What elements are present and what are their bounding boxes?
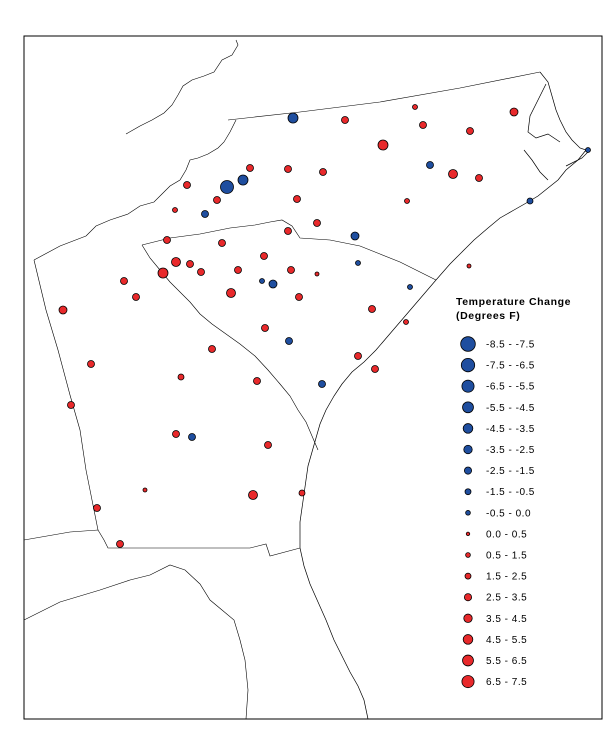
legend-item: 0.5 - 1.5 — [465, 551, 527, 562]
legend-item: -4.5 - -3.5 — [462, 423, 535, 435]
legend-symbol — [460, 336, 476, 352]
legend-item: 6.5 - 7.5 — [461, 675, 527, 689]
legend-label: 0.0 - 0.5 — [486, 529, 527, 540]
legend-label: -8.5 - -7.5 — [486, 340, 535, 351]
legend-symbol — [461, 379, 475, 393]
legend-symbol — [464, 488, 472, 496]
legend-label: 2.5 - 3.5 — [486, 593, 527, 604]
state-boundaries — [23, 39, 541, 720]
legend-subtitle: (Degrees F) — [456, 310, 520, 322]
legend-item: -2.5 - -1.5 — [463, 466, 535, 477]
legend-label: -5.5 - -4.5 — [486, 403, 535, 414]
legend-item: -0.5 - 0.0 — [465, 508, 531, 519]
legend-symbol — [462, 634, 474, 645]
legend-item: 0.0 - 0.5 — [465, 529, 527, 540]
legend-label: -2.5 - -1.5 — [486, 466, 535, 477]
legend-title: Temperature Change — [456, 296, 571, 308]
legend-item: 1.5 - 2.5 — [464, 572, 527, 583]
legend-item: -8.5 - -7.5 — [460, 336, 535, 352]
legend-label: -1.5 - -0.5 — [486, 487, 535, 498]
legend-symbol — [465, 552, 471, 558]
legend-label: 3.5 - 4.5 — [486, 614, 527, 625]
legend-label: -0.5 - 0.0 — [486, 508, 531, 519]
legend-symbol — [461, 675, 475, 689]
stations — [58, 104, 591, 548]
legend-item: -3.5 - -2.5 — [463, 444, 535, 456]
legend-symbol — [462, 654, 474, 667]
legend-label: -7.5 - -6.5 — [486, 361, 535, 372]
legend-item: 5.5 - 6.5 — [462, 654, 527, 667]
legend-symbol — [463, 444, 473, 455]
legend-label: 0.5 - 1.5 — [486, 551, 527, 562]
legend-item: 4.5 - 5.5 — [462, 634, 527, 646]
legend-symbol — [465, 531, 471, 537]
coastline — [299, 71, 591, 720]
legend-label: -6.5 - -5.5 — [486, 382, 535, 393]
legend-item: 3.5 - 4.5 — [463, 613, 527, 625]
legend-label: -3.5 - -2.5 — [486, 445, 535, 456]
legend-symbol — [460, 357, 476, 373]
legend-symbol — [462, 401, 474, 414]
legend-label: 6.5 - 7.5 — [486, 677, 527, 688]
legend-item: -6.5 - -5.5 — [461, 379, 535, 393]
legend-symbol — [463, 593, 472, 602]
legend-item: -5.5 - -4.5 — [462, 401, 535, 414]
legend-items: -8.5 - -7.5 -7.5 - -6.5 -6.5 - -5.5 -5.5 - … — [460, 336, 535, 689]
legend-label: 5.5 - 6.5 — [486, 656, 527, 667]
legend-item: -7.5 - -6.5 — [460, 357, 535, 373]
legend-symbol — [463, 466, 472, 475]
legend-item: -1.5 - -0.5 — [464, 487, 535, 498]
legend-label: -4.5 - -3.5 — [486, 424, 535, 435]
legend-label: 4.5 - 5.5 — [486, 635, 527, 646]
legend: Temperature Change (Degrees F) -8.5 - -7… — [456, 296, 571, 689]
legend-label: 1.5 - 2.5 — [486, 572, 527, 583]
legend-symbol — [464, 572, 472, 580]
legend-item: 2.5 - 3.5 — [463, 593, 527, 604]
legend-symbol — [465, 510, 471, 516]
legend-symbol — [463, 613, 473, 623]
legend-symbol — [462, 423, 474, 434]
